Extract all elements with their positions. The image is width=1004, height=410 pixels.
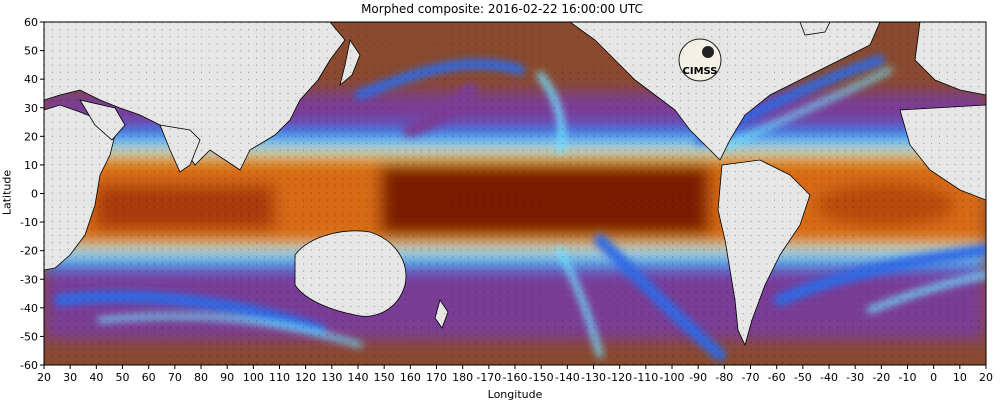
y-tick-label: -40: [20, 302, 38, 315]
x-tick-label: 10: [953, 371, 967, 384]
x-tick-label: -30: [846, 371, 864, 384]
x-tick-label: -60: [768, 371, 786, 384]
x-tick-label: 0: [930, 371, 937, 384]
x-tick-label: -110: [633, 371, 658, 384]
y-tick-label: -10: [20, 216, 38, 229]
x-tick-label: 160: [400, 371, 421, 384]
x-tick-label: 20: [979, 371, 993, 384]
x-tick-label: 140: [348, 371, 369, 384]
logo-text: CIMSS: [683, 66, 718, 77]
x-tick-label: -50: [794, 371, 812, 384]
y-tick-label: 20: [24, 130, 38, 143]
y-tick-label: 0: [31, 188, 38, 201]
x-tick-label: -160: [503, 371, 528, 384]
x-tick-label: 60: [142, 371, 156, 384]
x-tick-label: 120: [295, 371, 316, 384]
x-tick-label: 80: [194, 371, 208, 384]
x-tick-label: 30: [63, 371, 77, 384]
map-title: Morphed composite: 2016-02-22 16:00:00 U…: [361, 2, 643, 16]
x-tick-label: 50: [116, 371, 130, 384]
x-tick-label: 90: [220, 371, 234, 384]
y-tick-label: 30: [24, 102, 38, 115]
x-tick-label: 70: [168, 371, 182, 384]
graticule-grid: [44, 22, 986, 365]
x-tick-label: 110: [269, 371, 290, 384]
x-tick-label: -70: [742, 371, 760, 384]
cimss-logo: CIMSS: [678, 38, 722, 82]
x-tick-label: -20: [872, 371, 890, 384]
x-tick-label: -120: [607, 371, 632, 384]
x-tick-label: 180: [452, 371, 473, 384]
x-tick-label: -80: [715, 371, 733, 384]
x-tick-label: 170: [426, 371, 447, 384]
x-tick-label: 100: [243, 371, 264, 384]
y-tick-label: 50: [24, 45, 38, 58]
x-axis-ticks: 20 30 40 50 60 70 80 90 100 110 120 130 140 150 160 170…: [37, 365, 993, 384]
x-tick-label: -90: [689, 371, 707, 384]
y-tick-label: 40: [24, 73, 38, 86]
x-tick-label: 40: [89, 371, 103, 384]
y-tick-label: -50: [20, 330, 38, 343]
x-tick-label: -100: [660, 371, 685, 384]
y-tick-label: -60: [20, 359, 38, 372]
y-tick-label: 60: [24, 16, 38, 29]
x-tick-label: -40: [820, 371, 838, 384]
x-tick-label: 130: [321, 371, 342, 384]
x-tick-label: -130: [581, 371, 606, 384]
x-tick-label: -10: [899, 371, 917, 384]
y-tick-label: -30: [20, 273, 38, 286]
x-tick-label: -170: [476, 371, 501, 384]
y-axis-ticks: 60 50 40 30 20 10 0 -10 -20 -30 -40 -50 -60: [20, 16, 44, 372]
x-tick-label: 20: [37, 371, 51, 384]
x-tick-label: 150: [374, 371, 395, 384]
y-tick-label: 10: [24, 159, 38, 172]
x-tick-label: -140: [555, 371, 580, 384]
x-axis-label: Longitude: [487, 388, 543, 401]
x-tick-label: -150: [529, 371, 554, 384]
y-tick-label: -20: [20, 245, 38, 258]
